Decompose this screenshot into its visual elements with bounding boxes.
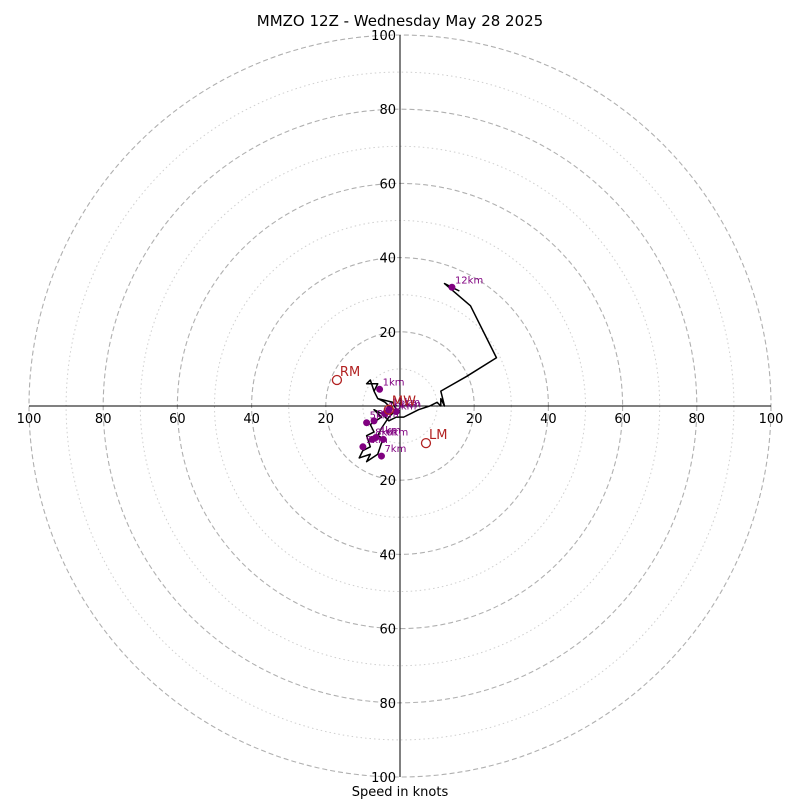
chart-title: MMZO 12Z - Wednesday May 28 2025 [257, 12, 543, 30]
height-marker-label: 6km [386, 427, 408, 438]
x-tick-label: 20 [318, 412, 335, 427]
y-tick-label: 60 [379, 623, 396, 638]
x-tick-label: 40 [243, 412, 260, 427]
height-marker-point [368, 435, 376, 443]
height-marker-point [376, 385, 384, 393]
height-marker-label: 7km [384, 444, 406, 455]
x-axis-label: Speed in knots [352, 785, 449, 800]
storm-motion-label: LM [429, 428, 447, 443]
height-marker-point [377, 452, 385, 460]
x-tick-label: 60 [614, 412, 631, 427]
y-tick-label: 100 [371, 29, 396, 44]
y-tick-label: 80 [379, 697, 396, 712]
x-tick-label: 40 [540, 412, 557, 427]
height-marker-label: 5km [370, 411, 392, 422]
y-tick-label: 20 [379, 326, 396, 341]
x-tick-label: 20 [466, 412, 483, 427]
y-tick-label: 40 [379, 548, 396, 563]
axes [29, 35, 771, 777]
storm-motion-markers: RM MW LM [331, 365, 447, 449]
height-marker-label: 4km [379, 426, 401, 437]
height-marker-label: 10km [388, 401, 416, 412]
y-tick-label: 80 [379, 103, 396, 118]
x-tick-label: 80 [95, 412, 112, 427]
x-tick-label: 100 [17, 412, 42, 427]
y-tick-label: 20 [379, 474, 396, 489]
height-marker-label: 12km [455, 275, 483, 286]
height-marker-label: 11km [392, 398, 420, 409]
x-tick-label: 80 [689, 412, 706, 427]
hodograph-trace [358, 282, 498, 463]
y-tick-label: 60 [379, 177, 396, 192]
y-tick-label: 100 [371, 771, 396, 786]
y-tick-label: 40 [379, 252, 396, 267]
height-marker-point [370, 417, 378, 425]
height-marker-label: 9km [366, 435, 388, 446]
storm-motion-label: RM [340, 365, 360, 380]
height-marker-point [359, 443, 367, 451]
storm-motion-point [383, 404, 395, 415]
height-marker-point [363, 419, 371, 427]
tick-labels: 100 80 60 40 20 20 40 60 80 100 100 80 60 40 20 20 40 60 8… [17, 29, 784, 786]
height-marker-label: 1km [383, 377, 405, 388]
height-markers: 1km2km3km4km5km6km7km8km9km10km11km12km [359, 275, 483, 460]
x-tick-label: 60 [169, 412, 186, 427]
hodograph-line [358, 282, 498, 463]
height-marker-point [448, 283, 456, 291]
storm-motion-label: MW [392, 395, 416, 410]
height-marker-point [392, 408, 400, 416]
height-marker-label: 8km [375, 427, 397, 438]
storm-motion-point [420, 437, 432, 449]
storm-motion-point [331, 374, 343, 386]
height-marker-point [379, 435, 387, 443]
height-marker-point [385, 406, 393, 414]
height-marker-label: 2km [399, 400, 421, 411]
x-tick-label: 100 [759, 412, 784, 427]
